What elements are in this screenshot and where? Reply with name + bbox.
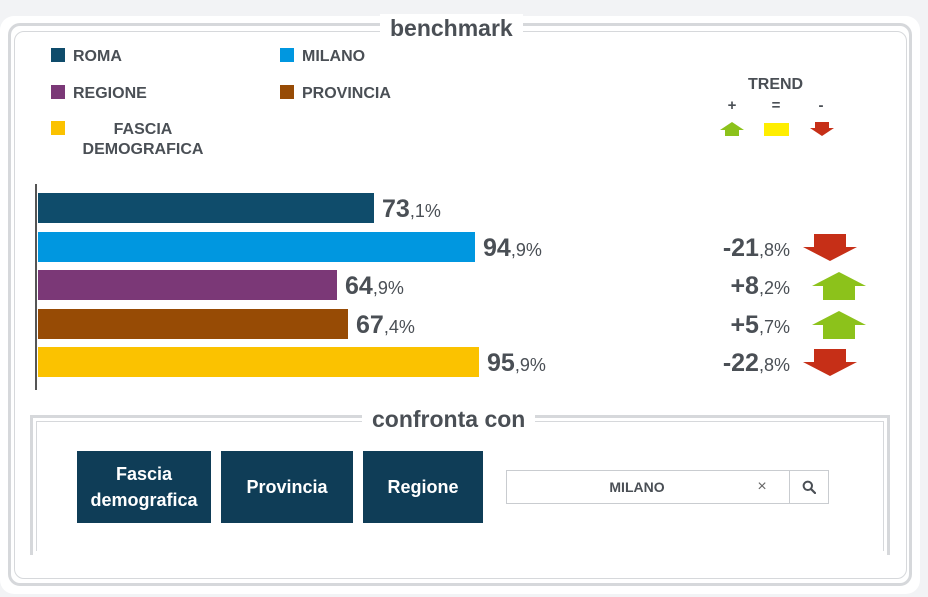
trend-down-arrow-icon xyxy=(803,234,857,261)
trend-value-dec: ,8% xyxy=(758,240,790,260)
trend-key-minus: - xyxy=(818,97,824,114)
legend-item-fascia-demografica: FASCIA DEMOGRAFICA xyxy=(51,120,213,160)
bar-value-dec: ,9% xyxy=(514,355,546,375)
bar-value-int: 67 xyxy=(356,311,384,339)
trend-value-int: +5 xyxy=(730,311,759,339)
bar-value-label: 73,1% xyxy=(382,194,441,226)
legend-label-line2: DEMOGRAFICA xyxy=(82,141,204,158)
search-input-value[interactable]: MILANO xyxy=(609,479,665,495)
bar-value-dec: ,9% xyxy=(510,240,542,260)
legend-label: ROMA xyxy=(73,48,122,65)
trend-value-dec: ,7% xyxy=(758,317,790,337)
legend-label: PROVINCIA xyxy=(302,85,391,102)
legend-item-milano: MILANO xyxy=(280,47,365,67)
button-label: Regione xyxy=(387,477,459,497)
clear-icon[interactable]: × xyxy=(757,478,767,495)
search-button[interactable] xyxy=(789,471,828,503)
bar-value-int: 95 xyxy=(487,349,515,377)
legend-label: REGIONE xyxy=(73,85,147,102)
legend-swatch xyxy=(51,121,65,135)
trend-value: -22,8% xyxy=(680,348,790,380)
panel-title: benchmark xyxy=(380,14,523,42)
compare-title: confronta con xyxy=(362,405,536,433)
bar-value-int: 64 xyxy=(345,272,373,300)
trend-up-arrow-icon xyxy=(812,272,866,300)
button-label-line2: demografica xyxy=(90,490,198,510)
trend-value-dec: ,2% xyxy=(758,278,790,298)
legend-label: FASCIA DEMOGRAFICA xyxy=(73,120,213,160)
provincia-button[interactable]: Provincia xyxy=(221,451,353,523)
trend-value: -21,8% xyxy=(680,233,790,265)
button-label-line1: Fascia xyxy=(115,464,173,484)
legend-label-line1: FASCIA xyxy=(113,121,173,138)
regione-button[interactable]: Regione xyxy=(363,451,483,523)
bar-value-int: 94 xyxy=(483,234,511,262)
bar-value-label: 94,9% xyxy=(483,233,542,265)
trend-down-arrow-icon xyxy=(803,349,857,376)
trend-key-plus: + xyxy=(727,97,737,114)
legend-label: MILANO xyxy=(302,48,366,65)
bar-fascia-demografica xyxy=(38,347,479,377)
legend-item-roma: ROMA xyxy=(51,47,122,67)
search-icon xyxy=(802,480,816,494)
up-arrow-icon xyxy=(720,122,744,136)
trend-value-int: -22 xyxy=(722,349,759,377)
down-arrow-icon xyxy=(810,122,834,136)
bar-value-dec: ,4% xyxy=(383,317,415,337)
legend-swatch xyxy=(280,85,294,99)
trend-up-arrow-icon xyxy=(812,311,866,339)
trend-value-int: +8 xyxy=(730,272,759,300)
legend-item-regione: REGIONE xyxy=(51,84,147,104)
bar-value-label: 67,4% xyxy=(356,310,415,342)
bar-value-label: 64,9% xyxy=(345,271,404,303)
button-label: Provincia xyxy=(246,477,328,497)
trend-key-equal: = xyxy=(771,97,781,114)
trend-value-int: -21 xyxy=(722,234,759,262)
bar-provincia xyxy=(38,309,348,339)
y-axis-line xyxy=(35,184,37,390)
bar-value-label: 95,9% xyxy=(487,348,546,380)
trend-value: +8,2% xyxy=(680,271,790,303)
trend-value: +5,7% xyxy=(680,310,790,342)
bar-regione xyxy=(38,270,337,300)
legend-swatch xyxy=(51,48,65,62)
compare-search-field[interactable]: MILANO × xyxy=(506,470,829,504)
legend-swatch xyxy=(280,48,294,62)
trend-value-dec: ,8% xyxy=(758,355,790,375)
bar-value-int: 73 xyxy=(382,195,410,223)
equal-bar-icon xyxy=(764,123,789,136)
bar-milano xyxy=(38,232,475,262)
legend-item-provincia: PROVINCIA xyxy=(280,84,391,104)
bar-value-dec: ,1% xyxy=(409,201,441,221)
legend-swatch xyxy=(51,85,65,99)
trend-legend-title: TREND xyxy=(748,76,804,93)
bar-value-dec: ,9% xyxy=(372,278,404,298)
button-label: Fascia demografica xyxy=(90,461,197,513)
bar-roma xyxy=(38,193,374,223)
fascia-demografica-button[interactable]: Fascia demografica xyxy=(77,451,211,523)
